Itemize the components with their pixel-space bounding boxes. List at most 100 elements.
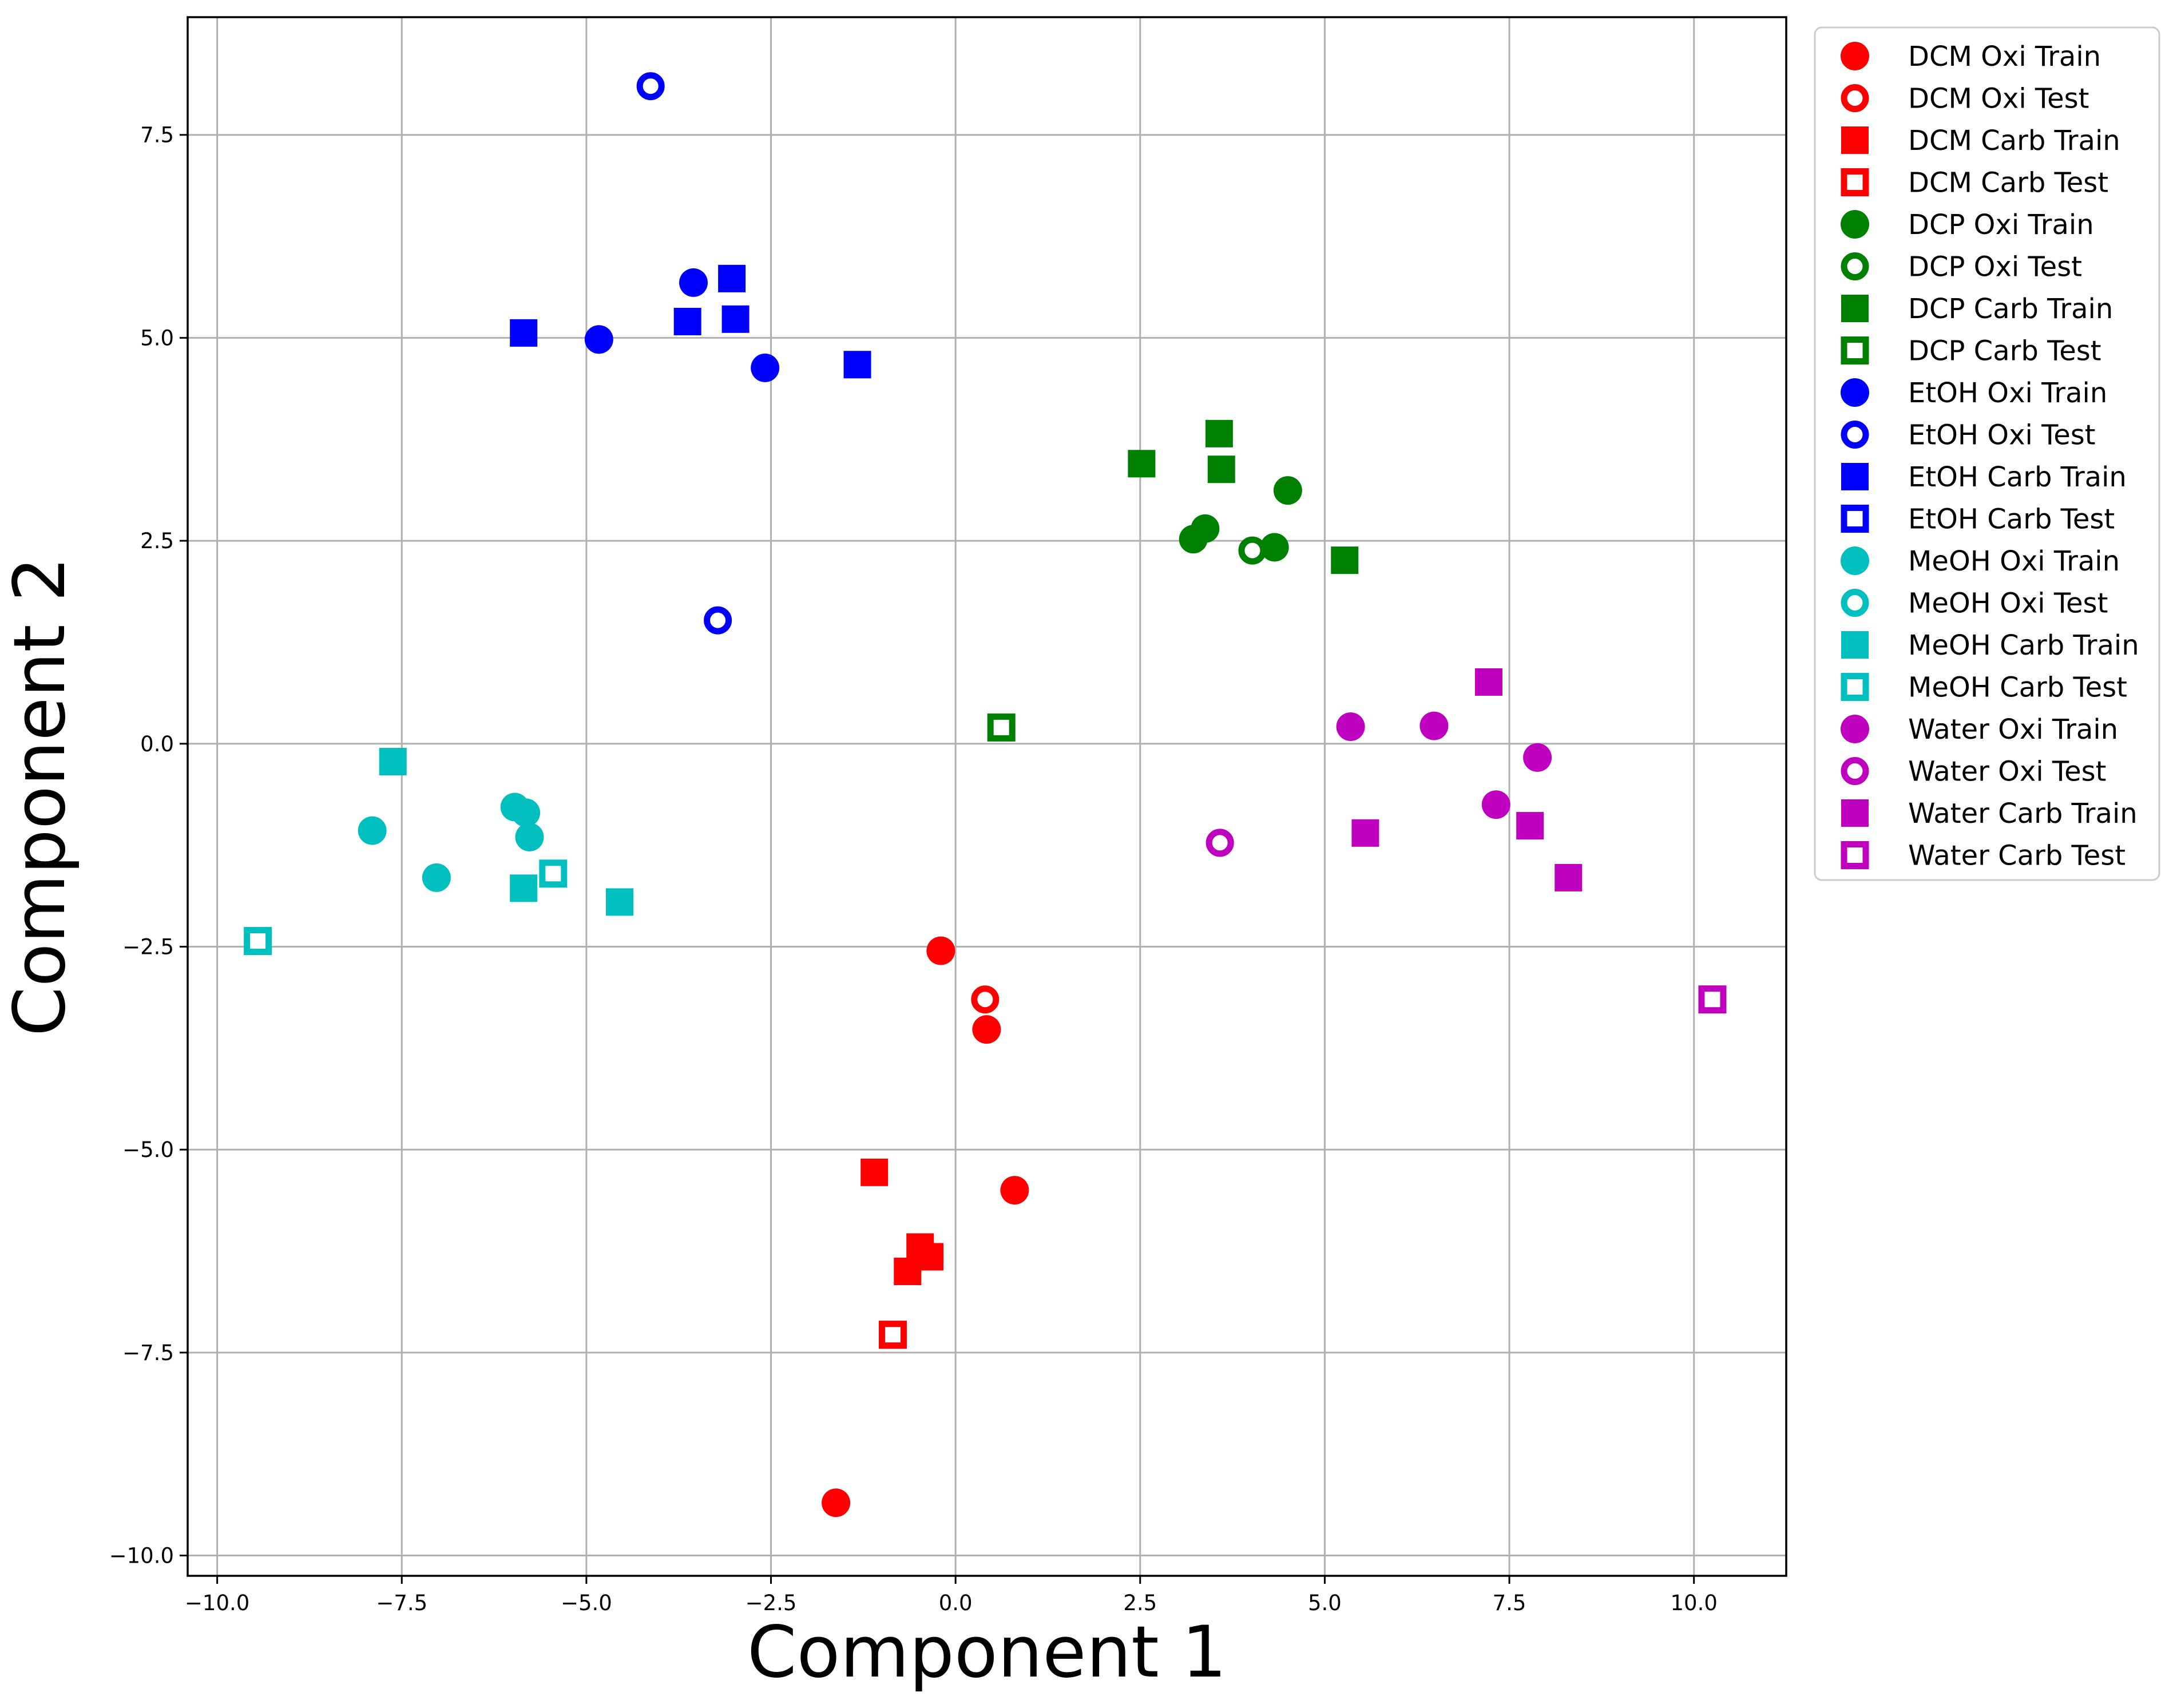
x-tick-label: 7.5 [1493, 1591, 1526, 1615]
point-etoh-carb-train [721, 305, 750, 333]
point-water-carb-test [1698, 985, 1727, 1014]
y-tick-label: 7.5 [140, 123, 174, 148]
point-dcm-carb-test [878, 1321, 907, 1349]
legend-marker-water-carb-train [1841, 799, 1869, 827]
legend-label-dcp-carb-test: DCP Carb Test [1908, 335, 2101, 367]
point-dcp-oxi-train [1273, 476, 1302, 505]
point-etoh-oxi-test [704, 606, 732, 635]
legend: DCM Oxi Train DCM Oxi Test DCM Carb Train D… [1814, 26, 2160, 881]
legend-label-water-oxi-test: Water Oxi Test [1908, 756, 2106, 788]
legend-marker-etoh-carb-test [1841, 505, 1869, 533]
legend-label-meoh-oxi-train: MeOH Oxi Train [1908, 545, 2120, 577]
point-water-oxi-train [1481, 790, 1510, 819]
x-tick-label: −2.5 [746, 1591, 797, 1615]
point-meoh-oxi-train [358, 816, 387, 845]
x-axis-label: Component 1 [747, 1611, 1227, 1694]
legend-label-meoh-oxi-test: MeOH Oxi Test [1908, 588, 2108, 620]
legend-marker-dcp-oxi-train [1841, 210, 1869, 239]
legend-label-dcm-oxi-train: DCM Oxi Train [1908, 41, 2101, 73]
point-water-carb-train [1516, 812, 1544, 840]
point-dcm-oxi-train [972, 1015, 1001, 1044]
x-tick-label: 10.0 [1670, 1591, 1717, 1615]
point-dcp-carb-train [1205, 419, 1233, 447]
legend-marker-meoh-carb-test [1841, 673, 1869, 701]
point-dcp-carb-train [1331, 546, 1359, 574]
legend-label-water-oxi-train: Water Oxi Train [1908, 714, 2118, 746]
point-dcm-oxi-train [822, 1488, 851, 1517]
legend-label-meoh-carb-test: MeOH Carb Test [1908, 672, 2127, 704]
legend-label-dcp-oxi-train: DCP Oxi Train [1908, 209, 2094, 241]
y-tick-label: 0.0 [140, 732, 174, 756]
legend-label-dcm-carb-test: DCM Carb Test [1908, 167, 2108, 199]
legend-marker-etoh-oxi-test [1841, 421, 1869, 449]
legend-label-water-carb-test: Water Carb Test [1908, 840, 2126, 872]
point-dcp-oxi-train [1260, 533, 1289, 562]
y-tick-label: −2.5 [122, 934, 174, 959]
legend-marker-dcm-oxi-test [1841, 84, 1869, 112]
legend-marker-water-oxi-test [1841, 757, 1869, 785]
point-water-oxi-train [1523, 743, 1552, 772]
legend-marker-dcm-carb-train [1841, 126, 1869, 154]
point-dcp-carb-train [1207, 455, 1235, 484]
plot-frame [187, 16, 1787, 1577]
legend-marker-dcp-carb-test [1841, 336, 1869, 364]
point-water-oxi-test [1206, 829, 1234, 857]
legend-label-water-carb-train: Water Carb Train [1908, 798, 2138, 830]
legend-label-etoh-carb-test: EtOH Carb Test [1908, 504, 2115, 536]
y-tick-label: 2.5 [140, 529, 174, 553]
legend-marker-water-oxi-train [1841, 715, 1869, 743]
legend-label-etoh-carb-train: EtOH Carb Train [1908, 461, 2127, 493]
point-etoh-carb-train [510, 319, 538, 347]
point-etoh-oxi-train [584, 325, 613, 354]
y-tick-label: −5.0 [122, 1138, 174, 1162]
y-tick-label: −7.5 [122, 1341, 174, 1365]
point-meoh-carb-train [379, 747, 407, 775]
legend-label-dcm-oxi-test: DCM Oxi Test [1908, 83, 2089, 115]
point-meoh-oxi-train [511, 798, 541, 827]
point-meoh-oxi-train [422, 863, 451, 892]
legend-label-etoh-oxi-test: EtOH Oxi Test [1908, 419, 2096, 451]
point-water-carb-train [1351, 819, 1379, 847]
legend-marker-dcm-oxi-train [1841, 42, 1869, 70]
point-etoh-carb-train [718, 264, 746, 292]
point-dcp-carb-train [1128, 450, 1156, 478]
point-water-oxi-train [1336, 712, 1365, 741]
point-etoh-carb-train [843, 351, 871, 379]
point-dcm-carb-train [861, 1158, 889, 1186]
point-meoh-carb-train [605, 888, 633, 916]
y-axis-label: Component 2 [0, 557, 81, 1036]
legend-label-dcm-carb-train: DCM Carb Train [1908, 125, 2120, 157]
y-tick-label: 5.0 [140, 326, 174, 350]
legend-marker-dcm-carb-test [1841, 168, 1869, 196]
point-water-oxi-train [1419, 711, 1449, 740]
x-tick-label: −5.0 [561, 1591, 612, 1615]
x-tick-label: 2.5 [1123, 1591, 1157, 1615]
point-dcm-oxi-train [1000, 1176, 1029, 1205]
point-dcm-oxi-train [926, 936, 955, 965]
data-points [244, 72, 1727, 1517]
x-tick-label: −10.0 [185, 1591, 249, 1615]
legend-box [1814, 26, 2160, 881]
point-meoh-carb-test [244, 927, 272, 956]
point-etoh-oxi-test [636, 72, 665, 101]
point-dcp-oxi-test [1238, 536, 1267, 565]
point-dcm-oxi-test [971, 985, 1000, 1014]
legend-marker-dcp-oxi-test [1841, 252, 1869, 280]
legend-label-dcp-carb-train: DCP Carb Train [1908, 293, 2113, 325]
point-dcp-carb-test [987, 713, 1016, 742]
point-water-carb-train [1474, 668, 1502, 696]
point-meoh-oxi-train [515, 822, 544, 851]
point-meoh-carb-train [510, 874, 538, 902]
y-tick-label: −10.0 [109, 1544, 174, 1568]
x-tick-label: −7.5 [376, 1591, 427, 1615]
point-etoh-carb-train [673, 308, 701, 336]
point-dcp-oxi-train [1191, 514, 1220, 543]
point-water-carb-train [1555, 863, 1583, 891]
legend-label-dcp-oxi-test: DCP Oxi Test [1908, 251, 2082, 283]
legend-marker-dcp-carb-train [1841, 295, 1869, 322]
legend-marker-etoh-carb-train [1841, 463, 1869, 490]
point-etoh-oxi-train [679, 268, 708, 297]
legend-marker-meoh-oxi-test [1841, 589, 1869, 617]
x-tick-label: 0.0 [939, 1591, 973, 1615]
